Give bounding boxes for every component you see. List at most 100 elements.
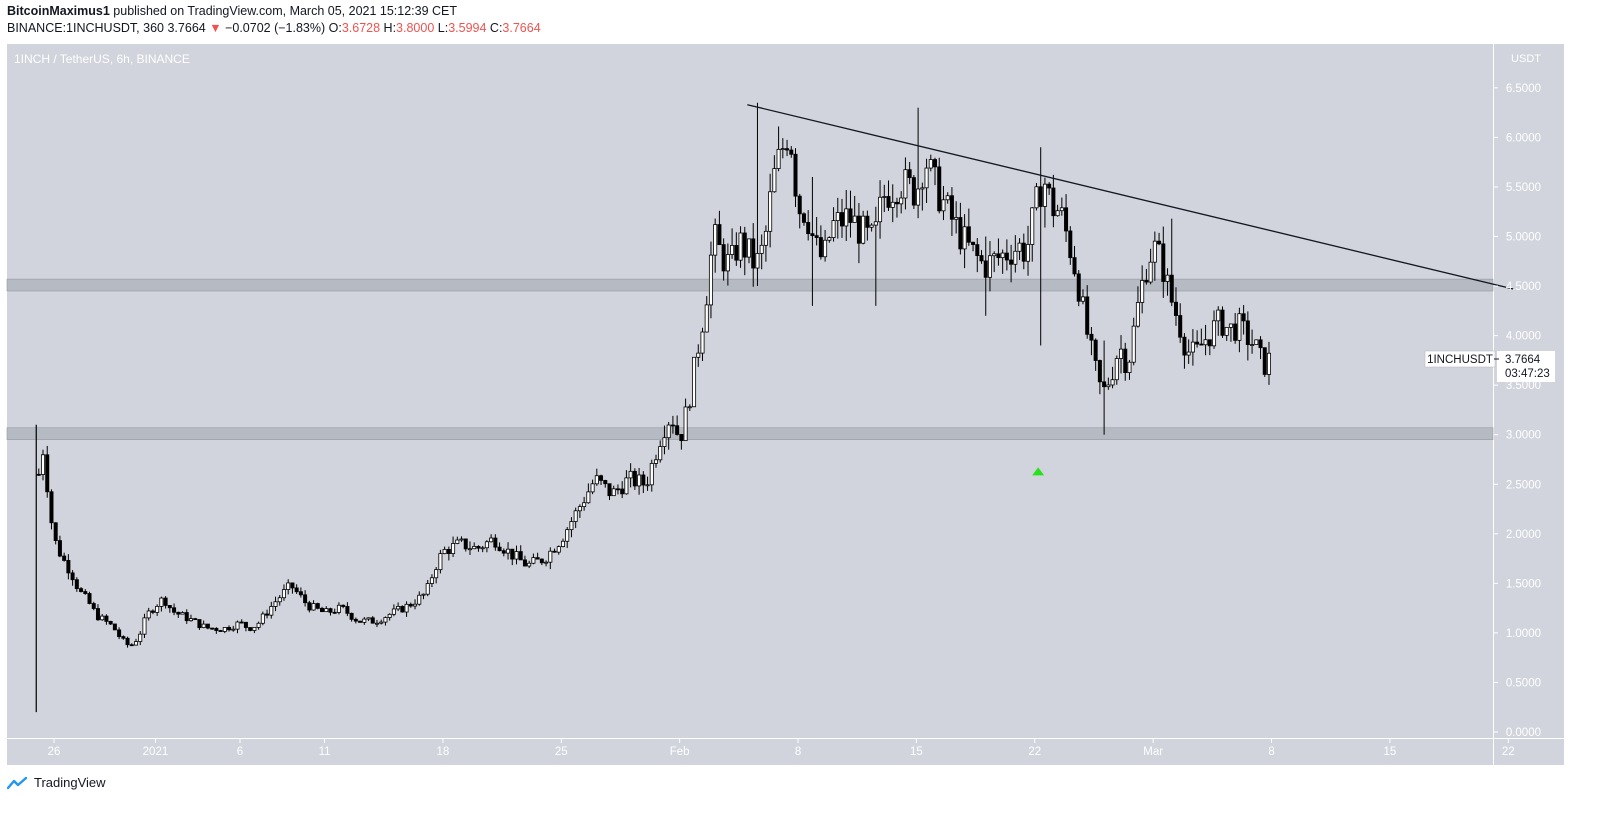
candle-body xyxy=(286,582,291,590)
candle-body xyxy=(434,569,439,579)
candle xyxy=(370,616,375,624)
candle-body xyxy=(717,224,722,246)
bullish-marker-icon[interactable] xyxy=(1032,467,1045,476)
candle xyxy=(159,596,164,612)
candle xyxy=(1241,305,1246,335)
candle xyxy=(852,195,857,223)
candle-body xyxy=(890,201,895,208)
candle-body xyxy=(734,245,739,261)
candle-body xyxy=(104,615,109,622)
candle xyxy=(856,203,861,264)
price-axis[interactable] xyxy=(1494,44,1564,738)
candle-body xyxy=(480,547,485,550)
footer-brand[interactable]: TradingView xyxy=(7,775,106,790)
candle xyxy=(197,619,202,630)
candle xyxy=(675,415,680,436)
candle xyxy=(527,560,532,569)
candle xyxy=(611,485,616,497)
candle-body xyxy=(349,612,354,620)
candle-body xyxy=(1148,261,1153,283)
candle xyxy=(57,535,62,558)
candle xyxy=(408,602,413,608)
candle-body xyxy=(1089,333,1094,341)
candle xyxy=(362,617,367,625)
candle xyxy=(1237,307,1242,353)
candle xyxy=(379,619,384,625)
candle-body xyxy=(358,620,363,623)
symbol-tag-text: 1INCHUSDT xyxy=(1427,354,1493,366)
candle xyxy=(1042,177,1047,228)
candle-body xyxy=(599,475,604,481)
candle-body xyxy=(451,543,456,554)
time-axis[interactable] xyxy=(7,739,1493,765)
candle-body xyxy=(370,617,375,624)
candle xyxy=(890,184,895,223)
descending-resistance-line[interactable] xyxy=(747,104,1514,290)
support-zone-1[interactable] xyxy=(6,427,1494,440)
candle xyxy=(649,459,654,492)
candle xyxy=(582,496,587,511)
candle xyxy=(79,587,84,593)
candle-body xyxy=(366,617,371,620)
candle xyxy=(1212,310,1217,349)
candle-body xyxy=(544,561,549,564)
candle-body xyxy=(971,241,976,245)
candle xyxy=(112,623,117,631)
candle xyxy=(522,555,527,567)
candle xyxy=(256,621,261,630)
candle xyxy=(814,216,819,246)
candle-body xyxy=(552,550,557,553)
candle-body xyxy=(1127,361,1132,373)
candle-body xyxy=(582,502,587,508)
candle-body xyxy=(134,641,139,646)
candle-body xyxy=(180,612,185,615)
candle-body xyxy=(1102,381,1107,388)
candle-body xyxy=(692,356,697,408)
candle xyxy=(1085,285,1090,339)
candle xyxy=(945,192,950,204)
time-axis-label: 15 xyxy=(1383,746,1396,758)
candle xyxy=(763,225,768,262)
candle xyxy=(146,607,151,621)
candle xyxy=(434,566,439,584)
candle xyxy=(429,574,434,588)
candle xyxy=(641,471,646,494)
candle-body xyxy=(848,208,853,223)
candle-body xyxy=(1224,326,1229,336)
author-name[interactable]: BitcoinMaximus1 xyxy=(7,4,110,18)
candle xyxy=(734,232,739,266)
candle-body xyxy=(637,474,642,487)
candle-body xyxy=(121,636,126,639)
candle xyxy=(768,173,773,248)
candle xyxy=(286,579,291,595)
candle-body xyxy=(1017,242,1022,252)
candle xyxy=(751,223,756,287)
candle-body xyxy=(780,148,785,151)
candle xyxy=(290,582,295,594)
candle-body xyxy=(776,148,781,169)
candle xyxy=(83,589,88,595)
candle-body xyxy=(869,224,874,228)
candle-body xyxy=(320,607,325,613)
candle xyxy=(556,545,561,555)
candle xyxy=(894,197,899,218)
price-axis-label: 3.5000 xyxy=(1506,380,1541,392)
candle-body xyxy=(1119,348,1124,359)
candle-body xyxy=(628,470,633,479)
candle xyxy=(489,534,494,543)
candle xyxy=(138,631,143,646)
support-zone-2[interactable] xyxy=(6,278,1494,292)
candle-body xyxy=(391,608,396,615)
candle xyxy=(1123,342,1128,381)
plot-area[interactable] xyxy=(7,44,1493,738)
candle xyxy=(129,643,134,647)
candle-body xyxy=(721,244,726,272)
candle-body xyxy=(886,196,891,208)
candle-body xyxy=(586,491,591,504)
candle xyxy=(374,619,379,628)
candle xyxy=(205,623,210,630)
candle-body xyxy=(150,610,155,613)
candle xyxy=(552,548,557,553)
candle-body xyxy=(920,187,925,190)
